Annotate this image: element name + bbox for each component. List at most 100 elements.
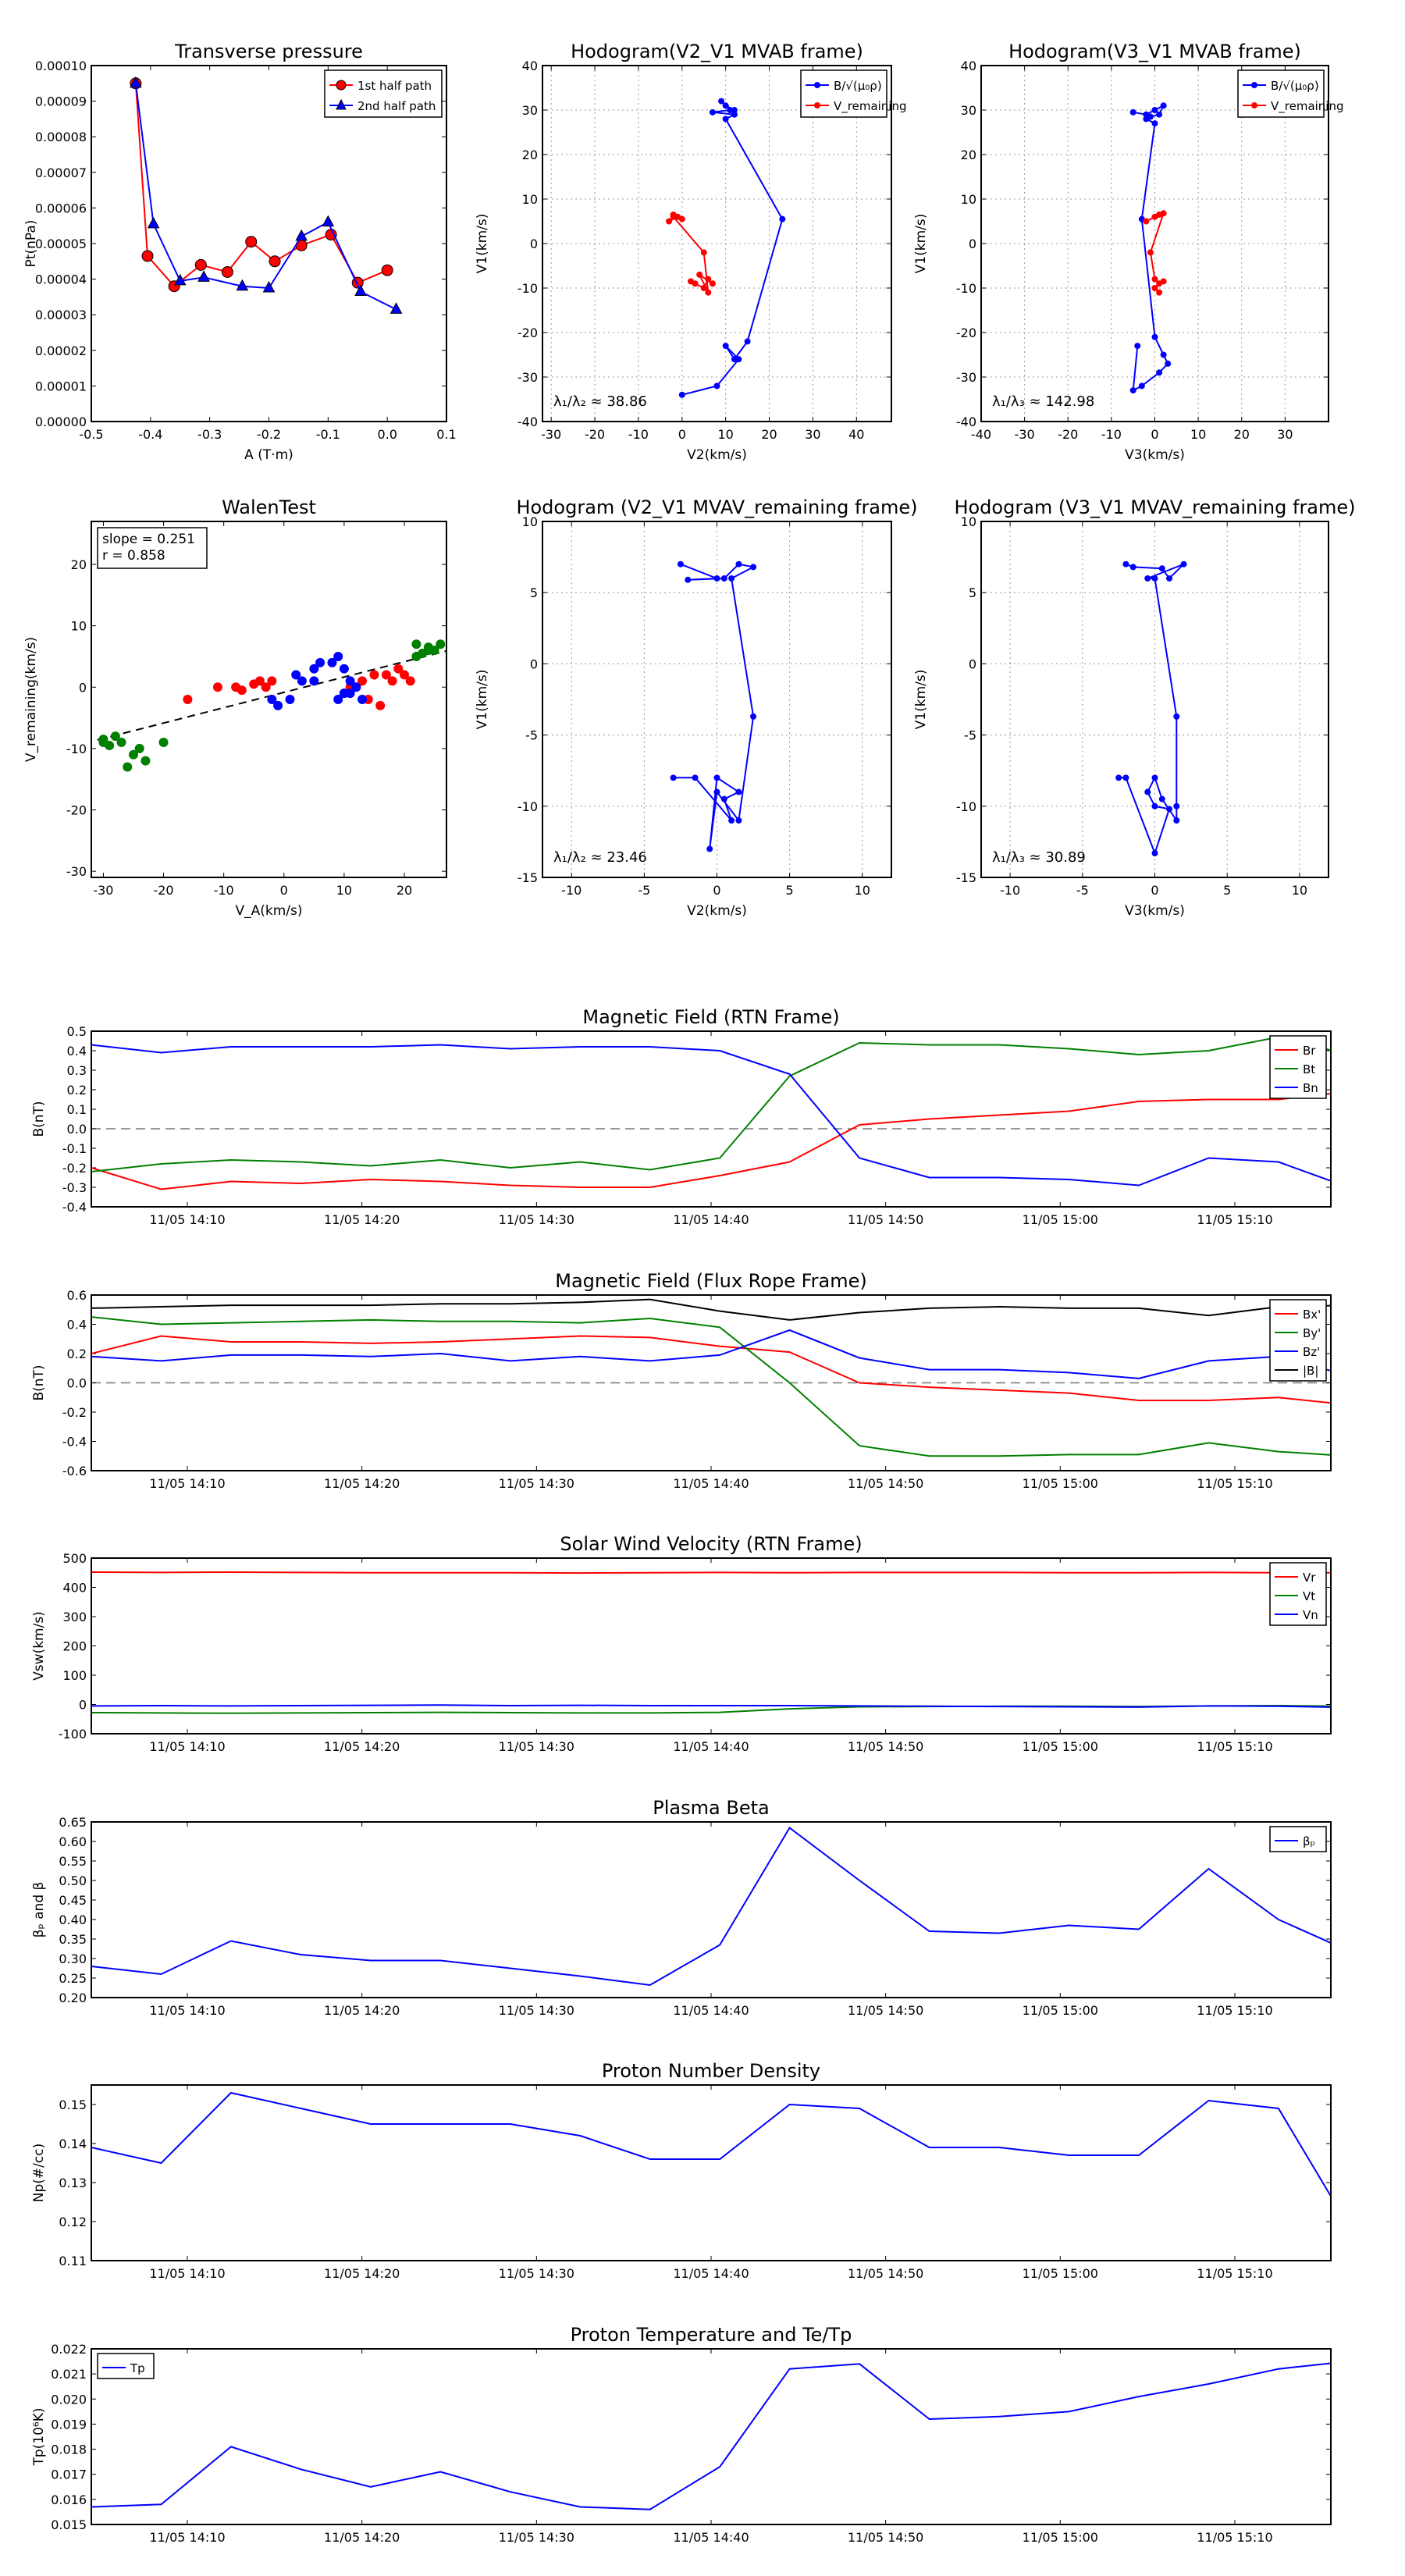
y-tick-label: 10 [961,514,976,529]
scatter-point [333,695,343,704]
y-tick-label: 20 [71,557,87,572]
y-axis-label: Pt(nPa) [23,220,39,268]
point-marker [1122,774,1129,781]
point-marker [779,215,786,222]
point-marker [709,280,716,287]
point-marker [1151,107,1158,113]
y-tick-label: -0.6 [62,1464,87,1478]
y-axis-label: B(nT) [31,1364,47,1400]
series-br-line [91,1092,1331,1190]
y-axis-label: V1(km/s) [475,214,490,274]
y-tick-label: 0.6 [67,1288,87,1303]
scatter-point [351,682,361,692]
circle-marker [194,258,207,271]
legend-label: Vt [1303,1589,1315,1603]
x-tick-label: -30 [1015,427,1035,442]
y-axis-label: Vsw(km/s) [31,1611,47,1681]
y-tick-label: -10 [518,281,538,296]
y-tick-label: 0.00001 [35,379,87,393]
y-tick-label: -30 [518,370,538,385]
point-marker [709,109,716,116]
series-b--line [1132,104,1169,392]
x-tick-label: -20 [153,883,173,898]
x-tick-label: 0 [1151,883,1158,898]
plot-area [91,1571,1331,1714]
point-marker [1160,278,1167,285]
x-tick-label: 11/05 14:10 [149,1212,225,1227]
x-tick-label: 11/05 14:50 [848,2266,923,2281]
point-marker [722,343,729,350]
x-tick-label: -20 [585,427,605,442]
y-tick-label: 0.50 [59,1873,87,1888]
triangle-marker [295,229,308,241]
circle-marker [269,255,281,268]
scatter-point [98,735,108,745]
point-marker [750,713,757,720]
x-tick-label: 11/05 14:10 [149,2266,225,2281]
x-tick-label: 11/05 14:40 [673,1739,749,1754]
x-tick-label: -30 [541,427,561,442]
series-blue-0-line [91,2091,1331,2198]
scatter-point [116,738,126,748]
legend-label: V_remaining [1271,99,1344,114]
y-tick-label: -0.2 [62,1405,87,1420]
axes-frame [91,2084,1332,2261]
triangle-marker [262,280,276,293]
legend-label: Tp [130,2361,145,2375]
y-tick-label: -0.4 [62,1435,87,1450]
y-tick-label: 10 [71,619,87,634]
scatter-point [381,670,391,680]
y-tick-label: -30 [956,370,976,385]
point-marker [1151,120,1158,127]
legend-label: 1st half path [357,79,432,93]
plot-area [91,2091,1331,2198]
point-marker [1129,387,1136,394]
series-bz--line [91,1329,1331,1379]
x-tick-label: -0.5 [79,427,103,442]
point-marker [678,391,685,398]
y-tick-label: 40 [522,59,538,73]
axes-frame [91,1821,1332,1998]
point-marker [706,845,713,852]
axes-frame [980,65,1329,422]
x-tick-label: 11/05 14:20 [324,2266,400,2281]
point-marker [677,560,684,568]
legend-box [1237,69,1325,118]
scatter-point [309,664,319,674]
legend: B/√(μ₀ρ) V_remaining [1237,69,1344,118]
point-marker [713,575,720,582]
point-marker [1151,333,1158,340]
legend-label: Bz' [1303,1345,1320,1359]
y-tick-label: 0.3 [67,1063,87,1078]
scatter-point [285,695,295,704]
scatter-point [315,657,325,667]
y-tick-label: 500 [62,1551,87,1566]
axes-frame [91,2348,1332,2525]
y-tick-label: -0.2 [62,1161,87,1176]
scatter-point [291,670,301,680]
x-tick-label: 0 [1151,427,1158,442]
x-tick-label: -5 [638,883,650,898]
scatter-point [405,676,415,686]
x-tick-label: 11/05 15:00 [1023,1212,1098,1227]
plot-area [670,560,757,852]
y-axis-label: βₚ and β [31,1882,47,1938]
triangle-marker [389,302,403,314]
y-tick-label: 0.30 [59,1952,87,1966]
point-marker [1166,575,1173,582]
y-tick-label: 0.00003 [35,308,87,322]
point-marker [705,276,712,283]
scatter-point [393,664,404,674]
axes-frame [542,65,892,422]
y-tick-label: 0.25 [59,1971,87,1986]
series-vn-line [91,1704,1331,1708]
scatter-point [309,676,319,686]
triangle-marker [322,215,335,227]
y-tick-label: 0.60 [59,1834,87,1849]
point-marker [1115,774,1122,781]
y-axis-label: V1(km/s) [475,670,490,730]
plot-area [130,76,403,314]
y-tick-label: 0.00004 [35,272,87,287]
y-tick-label: 0.020 [51,2392,87,2407]
point-marker [735,788,742,795]
